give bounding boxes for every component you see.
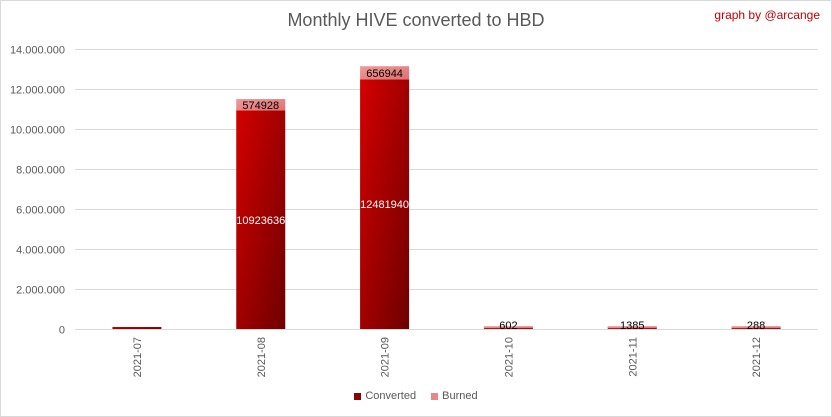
y-tick-label: 14.000.000 <box>10 45 65 57</box>
y-tick-label: 8.000.000 <box>16 165 65 177</box>
y-tick-label: 0 <box>59 325 65 337</box>
legend: Converted Burned <box>0 390 832 403</box>
legend-swatch-converted <box>354 392 362 400</box>
legend-item-burned: Burned <box>431 390 478 402</box>
data-label-burned: 574928 <box>242 100 279 112</box>
bar-converted <box>112 327 162 329</box>
bar-burned <box>483 326 533 329</box>
x-tick-label: 2021-11 <box>627 337 639 377</box>
data-label-converted: 10923636 <box>236 215 285 227</box>
x-tick-label: 2021-08 <box>256 337 268 377</box>
y-tick-label: 2.000.000 <box>16 285 65 297</box>
data-label-burned: 288 <box>747 320 765 332</box>
legend-label-burned: Burned <box>442 390 478 402</box>
chart-title: Monthly HIVE converted to HBD <box>287 10 545 30</box>
y-tick-label: 4.000.000 <box>16 245 65 257</box>
x-tick-label: 2021-10 <box>503 337 515 377</box>
bar-burned <box>236 99 286 111</box>
bar-converted <box>236 110 286 329</box>
legend-swatch-burned <box>431 392 439 400</box>
x-tick-label: 2021-09 <box>380 337 392 377</box>
data-label-burned: 656944 <box>366 68 403 80</box>
data-label-burned: 1385 <box>620 320 644 332</box>
y-tick-label: 10.000.000 <box>10 125 65 137</box>
bar-converted <box>360 79 410 329</box>
bar-burned <box>607 326 657 329</box>
legend-label-converted: Converted <box>365 390 417 402</box>
y-tick-label: 6.000.000 <box>16 205 65 217</box>
x-tick-label: 2021-12 <box>751 337 763 377</box>
y-tick-label: 12.000.000 <box>10 85 65 97</box>
legend-item-converted: Converted <box>354 390 416 402</box>
data-label-converted: 12481940 <box>360 199 409 211</box>
credit-label: graph by @arcange <box>714 8 820 22</box>
x-tick-label: 2021-07 <box>132 337 144 377</box>
data-label-burned: 602 <box>499 320 517 332</box>
bar-burned <box>731 326 781 329</box>
bar-burned <box>360 66 410 80</box>
